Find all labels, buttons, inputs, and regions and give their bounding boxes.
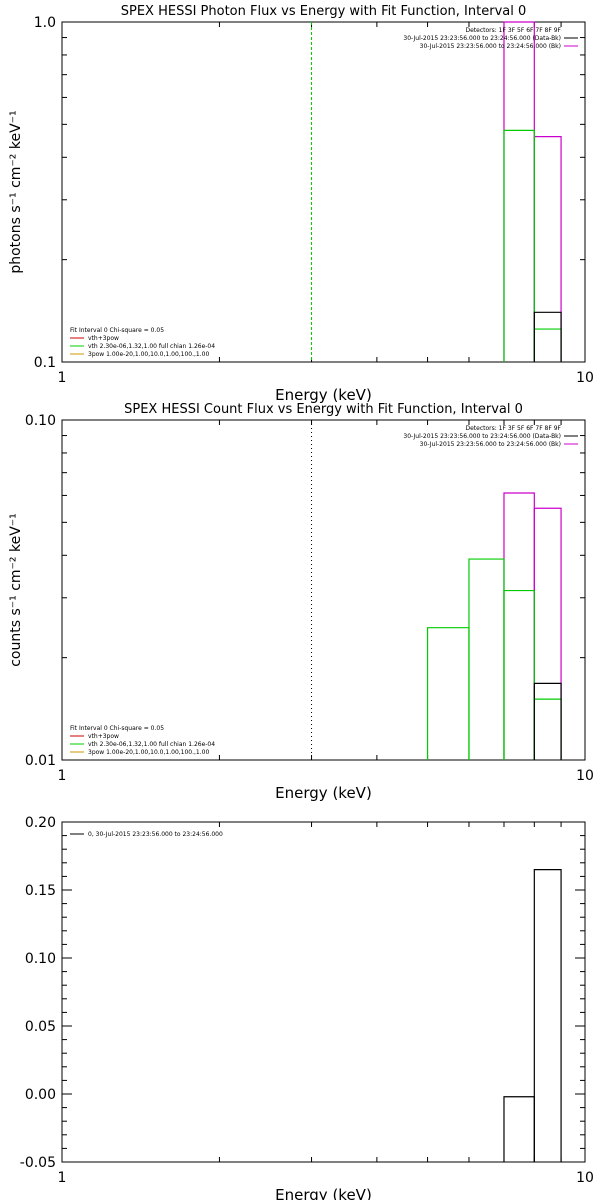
x-tick-label: 1: [58, 768, 67, 784]
legend-entry: 30-Jul-2015 23:23:56.000 to 23:24:56.000…: [403, 35, 561, 42]
histogram-bin: [533, 328, 562, 362]
x-tick-label: 10: [576, 1170, 594, 1186]
histogram-bin: [533, 507, 562, 760]
y-axis-label: photons s⁻¹ cm⁻² keV⁻¹: [8, 110, 24, 273]
histogram-bin: [503, 1096, 535, 1162]
legend-entry: 30-Jul-2015 23:23:56.000 to 23:24:56.000…: [420, 43, 561, 50]
histogram-bin: [503, 589, 535, 760]
legend-entry: 30-Jul-2015 23:23:56.000 to 23:24:56.000…: [420, 441, 561, 448]
legend-entry: Fit Interval 0 Chi-square = 0.05: [70, 725, 164, 732]
x-tick-label: 10: [576, 768, 594, 784]
plot-frame-2: [61, 821, 586, 1163]
legend-entry: vth+3pow: [88, 335, 119, 342]
x-axis-label: Energy (keV): [275, 784, 372, 802]
y-tick-label: 0.00: [25, 1087, 56, 1103]
histogram-bin: [533, 682, 562, 760]
legend-entry: 30-Jul-2015 23:23:56.000 to 23:24:56.000…: [403, 433, 561, 440]
chart-title: SPEX HESSI Count Flux vs Energy with Fit…: [124, 402, 523, 417]
y-tick-label: 0.10: [25, 413, 56, 429]
histogram-bin: [533, 868, 562, 1162]
plot-frame-0: [61, 21, 586, 363]
plot-frame-1: [61, 419, 586, 761]
legend-entry: Fit Interval 0 Chi-square = 0.05: [70, 327, 164, 334]
y-tick-label: 0.01: [25, 753, 56, 769]
legend-entry: 3pow 1.00e-20,1.00,10.0,1.00,100.,1.00: [88, 749, 209, 756]
y-tick-label: 0.10: [25, 951, 56, 967]
histogram-bin: [533, 311, 562, 362]
x-tick-label: 1: [58, 1170, 67, 1186]
x-axis-label: Energy (keV): [275, 1186, 372, 1200]
legend-entry: vth 2.30e-06,1.32,1.00 full chian 1.26e-…: [88, 343, 215, 350]
x-tick-label: 10: [576, 370, 594, 386]
y-axis-label: counts s⁻¹ cm⁻² keV⁻¹: [8, 513, 24, 667]
y-tick-label: -0.05: [20, 1155, 56, 1171]
histogram-bin: [503, 21, 535, 362]
histogram-bin: [468, 558, 505, 760]
legend-entry: vth 2.30e-06,1.32,1.00 full chian 1.26e-…: [88, 741, 215, 748]
y-tick-label: 0.1: [34, 355, 56, 371]
y-tick-label: 0.15: [25, 883, 56, 899]
x-axis-label: Energy (keV): [275, 386, 372, 404]
legend-entry: Detectors: 1F 3F 5F 6F 7F 8F 9F: [465, 425, 561, 432]
legend-entry: 0, 30-Jul-2015 23:23:56.000 to 23:24:56.…: [88, 831, 223, 838]
chart-title: SPEX HESSI Photon Flux vs Energy with Fi…: [121, 4, 527, 19]
histogram-bin: [503, 492, 535, 760]
histogram-bin: [426, 627, 470, 760]
y-tick-label: 0.05: [25, 1019, 56, 1035]
legend-entry: vth+3pow: [88, 733, 119, 740]
histogram-bin: [533, 698, 562, 760]
y-tick-label: 0.20: [25, 815, 56, 831]
y-tick-label: 1.0: [34, 15, 56, 31]
histogram-bin: [503, 129, 535, 362]
histogram-bin: [533, 136, 562, 362]
legend-entry: Detectors: 1F 3F 5F 6F 7F 8F 9F: [465, 27, 561, 34]
legend-entry: 3pow 1.00e-20,1.00,10.0,1.00,100.,1.00: [88, 351, 209, 358]
x-tick-label: 1: [58, 370, 67, 386]
